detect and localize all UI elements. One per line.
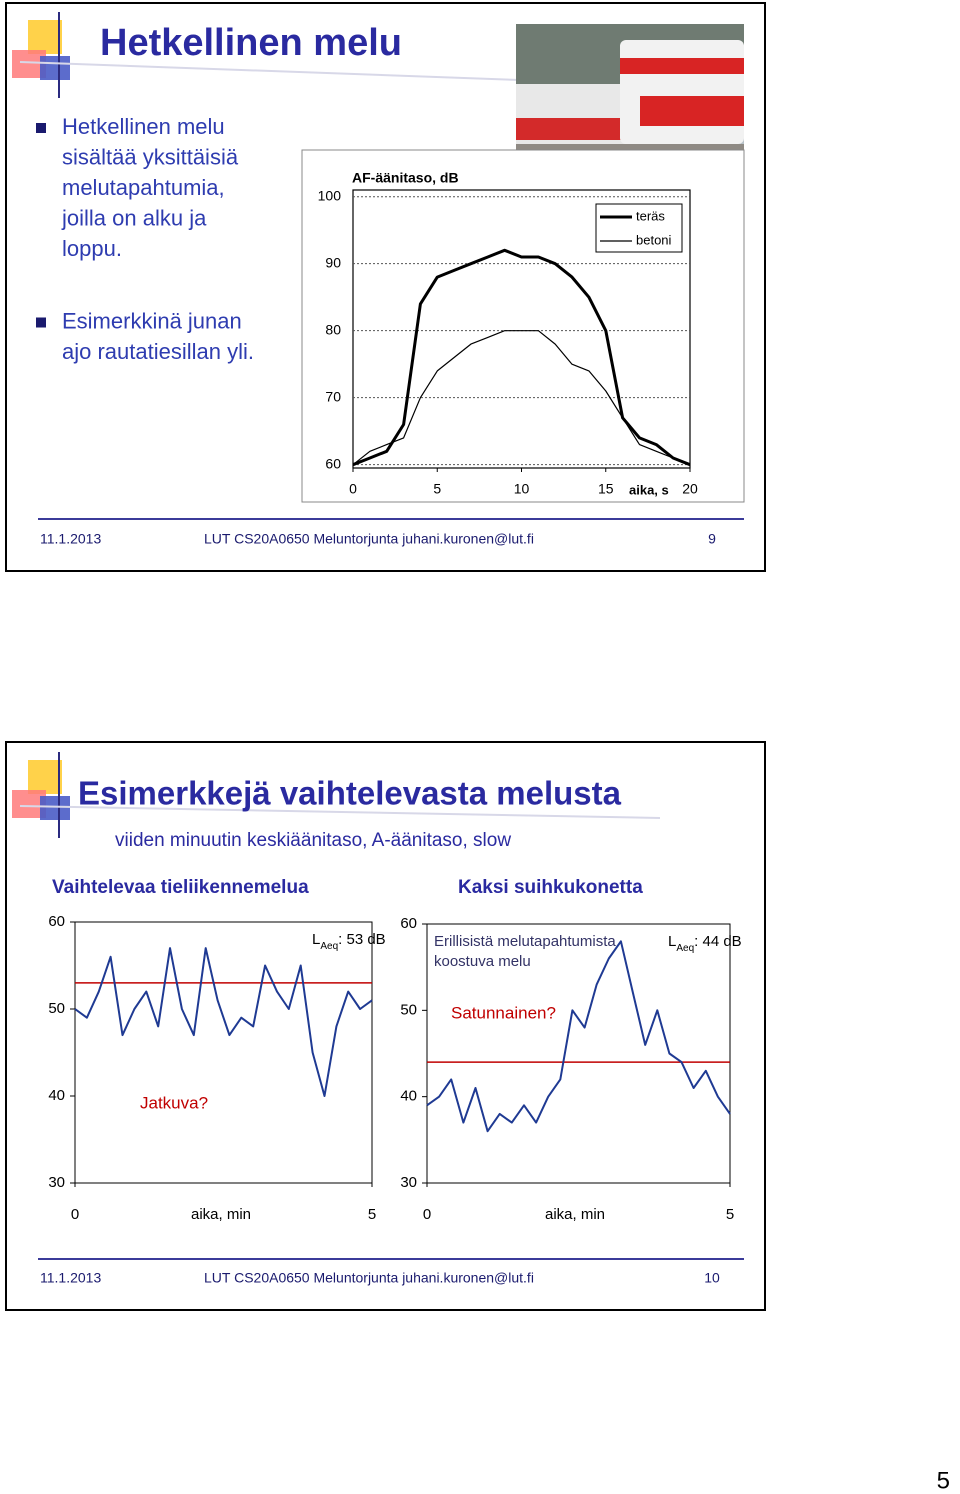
y-tick-label: 60 bbox=[48, 913, 65, 930]
footer-date: 11.1.2013 bbox=[40, 531, 101, 547]
annotation: Erillisistä melutapahtumista bbox=[434, 933, 616, 950]
footer-course: LUT CS20A0650 Meluntorjunta juhani.kuron… bbox=[204, 531, 534, 547]
chart-heading: Vaihtelevaa tieliikennemelua bbox=[52, 877, 309, 898]
bullet-marker bbox=[36, 123, 46, 133]
logo bbox=[12, 752, 661, 838]
legend-label: teräs bbox=[636, 208, 665, 223]
bullet-text: joilla on alku ja bbox=[61, 205, 207, 230]
reference-label-rest: : 44 dB bbox=[694, 933, 742, 950]
data-line bbox=[74, 947, 373, 1097]
bullet-text: melutapahtumia, bbox=[62, 175, 225, 200]
logo bbox=[12, 12, 521, 98]
slide-title: Esimerkkejä vaihtelevasta melusta bbox=[78, 775, 622, 812]
x-tick-label: 5 bbox=[368, 1206, 376, 1223]
x-axis-label: aika, s bbox=[629, 482, 669, 497]
reference-label-sub: Aeq bbox=[676, 943, 694, 954]
annotation: Satunnainen? bbox=[451, 1003, 556, 1022]
chart-frame bbox=[301, 149, 745, 503]
plot-frame bbox=[74, 921, 373, 1184]
data-line bbox=[426, 940, 731, 1133]
footer-course: LUT CS20A0650 Meluntorjunta juhani.kuron… bbox=[204, 1270, 534, 1286]
legend-label: betoni bbox=[636, 232, 672, 247]
x-tick-label: 15 bbox=[598, 481, 614, 497]
legend-box bbox=[595, 203, 683, 253]
bullet-text: sisältää yksittäisiä bbox=[62, 144, 239, 169]
reference-label-main: L bbox=[668, 933, 676, 950]
footer-slide-number: 10 bbox=[704, 1270, 720, 1286]
y-tick-label: 80 bbox=[325, 321, 341, 337]
chart-heading: Kaksi suihkukonetta bbox=[458, 877, 643, 898]
annotation: koostuva melu bbox=[434, 953, 531, 970]
x-axis-label: aika, min bbox=[545, 1206, 605, 1223]
bullet-text: ajo rautatiesillan yli. bbox=[62, 339, 254, 364]
slide-subtitle: viiden minuutin keskiäänitaso, A-äänitas… bbox=[115, 830, 511, 851]
x-tick-label: 5 bbox=[726, 1206, 734, 1223]
footer-date: 11.1.2013 bbox=[40, 1270, 101, 1286]
y-tick-label: 40 bbox=[48, 1087, 65, 1104]
page-number: 5 bbox=[937, 1467, 950, 1494]
plot-frame bbox=[426, 923, 731, 1184]
reference-label-main: L bbox=[312, 931, 320, 948]
x-axis-label: aika, min bbox=[191, 1206, 251, 1223]
reference-label: LAeq: 44 dB bbox=[668, 933, 742, 954]
bullet-marker bbox=[36, 317, 46, 328]
y-tick-label: 100 bbox=[318, 187, 342, 203]
reference-label: LAeq: 53 dB bbox=[312, 931, 386, 952]
y-tick-label: 30 bbox=[400, 1174, 417, 1191]
x-tick-label: 5 bbox=[433, 481, 441, 497]
slide-frame bbox=[5, 741, 766, 1311]
y-tick-label: 70 bbox=[325, 388, 341, 404]
footer-slide-number: 9 bbox=[708, 531, 716, 547]
data-line bbox=[352, 330, 691, 466]
y-tick-label: 60 bbox=[400, 915, 417, 932]
y-tick-label: 50 bbox=[48, 1000, 65, 1017]
y-tick-label: 50 bbox=[400, 1001, 417, 1018]
y-tick-label: 60 bbox=[325, 455, 341, 471]
x-tick-label: 20 bbox=[682, 481, 698, 497]
y-tick-label: 90 bbox=[325, 254, 341, 270]
reference-label-rest: : 53 dB bbox=[338, 931, 386, 948]
y-tick-label: 30 bbox=[48, 1174, 65, 1191]
x-tick-label: 0 bbox=[71, 1206, 79, 1223]
x-tick-label: 10 bbox=[514, 481, 530, 497]
slide-title: Hetkellinen melu bbox=[100, 22, 402, 64]
bullet-text: loppu. bbox=[62, 236, 122, 261]
bullet-text: Hetkellinen melu bbox=[62, 114, 225, 139]
y-tick-label: 40 bbox=[400, 1088, 417, 1105]
bullet-text: Esimerkkinä junan bbox=[62, 308, 242, 333]
data-line bbox=[352, 248, 691, 467]
reference-label-sub: Aeq bbox=[320, 941, 338, 952]
x-tick-label: 0 bbox=[423, 1206, 431, 1223]
annotation: Jatkuva? bbox=[140, 1093, 208, 1112]
x-tick-label: 0 bbox=[349, 481, 357, 497]
y-axis-label: AF-äänitaso, dB bbox=[352, 170, 459, 186]
